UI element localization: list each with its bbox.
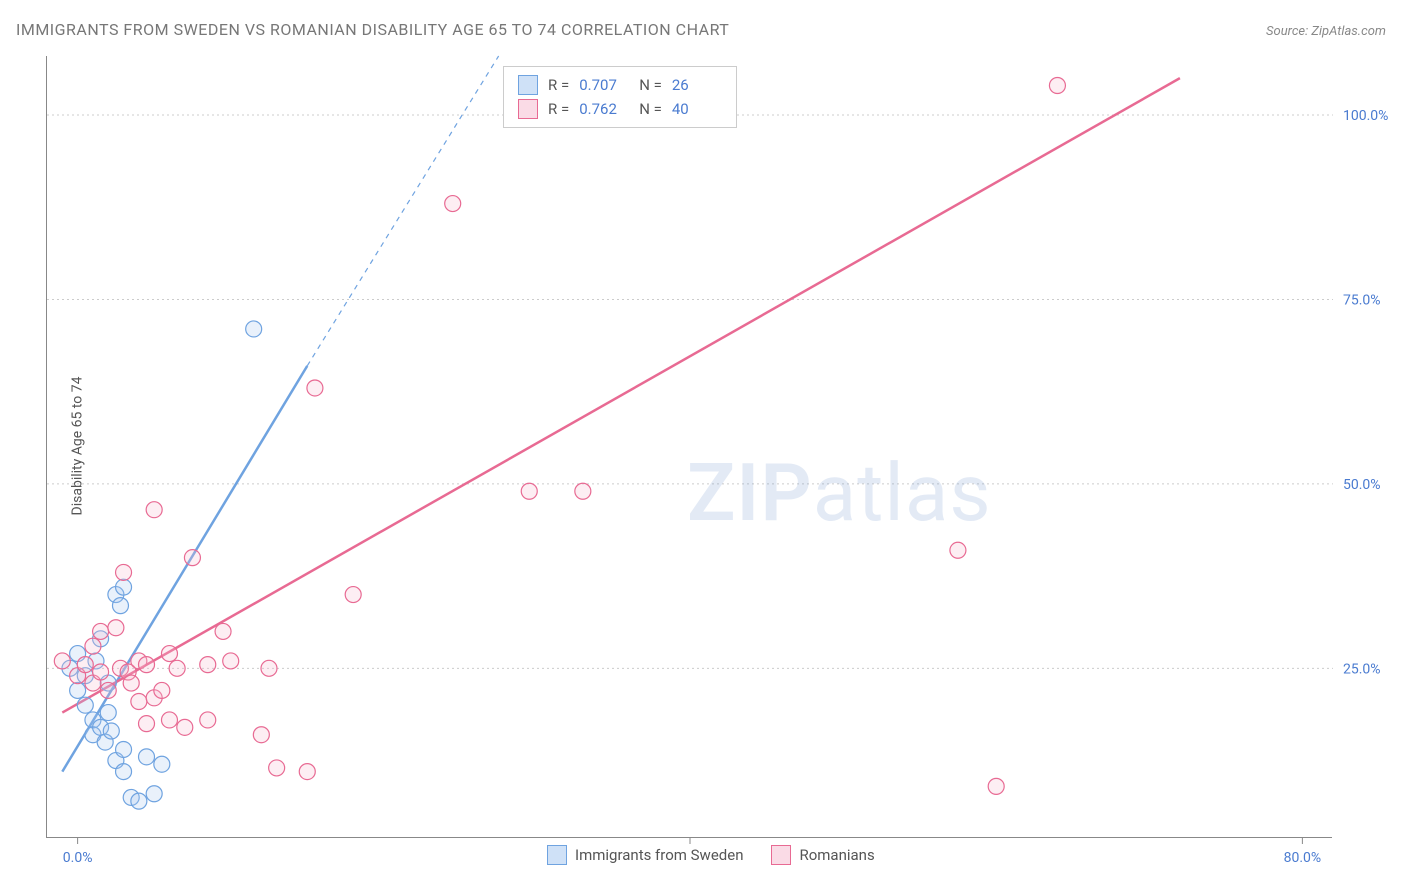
- marker-romanians: [184, 550, 200, 566]
- marker-romanians: [123, 675, 139, 691]
- marker-romanians: [445, 196, 461, 212]
- marker-sweden: [100, 705, 116, 721]
- regression-line-dashed-sweden: [307, 56, 498, 366]
- legend-r-label: R =: [548, 73, 569, 97]
- series-legend: Immigrants from Sweden Romanians: [547, 845, 875, 865]
- marker-romanians: [139, 657, 155, 673]
- marker-romanians: [131, 694, 147, 710]
- marker-romanians: [54, 653, 70, 669]
- x-tick-label: 80.0%: [1284, 850, 1322, 866]
- marker-romanians: [93, 664, 109, 680]
- y-tick-label: 25.0%: [1343, 661, 1381, 677]
- marker-sweden: [154, 756, 170, 772]
- chart-title: IMMIGRANTS FROM SWEDEN VS ROMANIAN DISAB…: [16, 20, 729, 39]
- marker-romanians: [253, 727, 269, 743]
- marker-sweden: [146, 786, 162, 802]
- marker-romanians: [108, 620, 124, 636]
- regression-line-sweden: [62, 366, 307, 772]
- source-attribution: Source: ZipAtlas.com: [1266, 24, 1386, 39]
- marker-sweden: [246, 321, 262, 337]
- marker-sweden: [131, 793, 147, 809]
- series-legend-label: Immigrants from Sweden: [575, 846, 743, 864]
- marker-sweden: [139, 749, 155, 765]
- regression-line-romanians: [62, 78, 1180, 712]
- marker-romanians: [77, 657, 93, 673]
- marker-sweden: [112, 598, 128, 614]
- marker-romanians: [223, 653, 239, 669]
- legend-r-label: R =: [548, 97, 569, 121]
- marker-romanians: [85, 638, 101, 654]
- legend-swatch: [547, 845, 567, 865]
- legend-n-label: N =: [639, 73, 662, 97]
- marker-romanians: [146, 502, 162, 518]
- marker-romanians: [161, 646, 177, 662]
- x-tick-label: 0.0%: [63, 850, 93, 866]
- correlation-legend: R = 0.707 N = 26 R = 0.762 N = 40: [503, 66, 737, 128]
- legend-n-label: N =: [639, 97, 662, 121]
- legend-row-sweden: R = 0.707 N = 26: [518, 73, 722, 97]
- series-legend-label: Romanians: [799, 846, 874, 864]
- series-legend-item-sweden: Immigrants from Sweden: [547, 845, 743, 865]
- marker-romanians: [1049, 78, 1065, 94]
- y-tick-label: 100.0%: [1343, 108, 1388, 124]
- legend-r-value: 0.762: [579, 97, 629, 121]
- marker-romanians: [200, 657, 216, 673]
- marker-romanians: [345, 587, 361, 603]
- marker-romanians: [299, 764, 315, 780]
- y-tick-label: 50.0%: [1343, 477, 1381, 493]
- marker-romanians: [215, 623, 231, 639]
- marker-romanians: [575, 483, 591, 499]
- marker-sweden: [103, 723, 119, 739]
- legend-n-value: 26: [672, 73, 722, 97]
- scatter-svg: 25.0%50.0%75.0%100.0%0.0%80.0%: [47, 56, 1332, 837]
- legend-swatch: [771, 845, 791, 865]
- series-legend-item-romanians: Romanians: [771, 845, 874, 865]
- legend-row-romanians: R = 0.762 N = 40: [518, 97, 722, 121]
- marker-romanians: [93, 623, 109, 639]
- legend-swatch: [518, 75, 538, 95]
- marker-romanians: [200, 712, 216, 728]
- marker-romanians: [100, 682, 116, 698]
- marker-sweden: [116, 579, 132, 595]
- legend-n-value: 40: [672, 97, 722, 121]
- legend-swatch: [518, 99, 538, 119]
- title-bar: IMMIGRANTS FROM SWEDEN VS ROMANIAN DISAB…: [16, 20, 1386, 39]
- marker-romanians: [161, 712, 177, 728]
- marker-romanians: [307, 380, 323, 396]
- marker-romanians: [988, 778, 1004, 794]
- marker-sweden: [70, 682, 86, 698]
- marker-romanians: [116, 564, 132, 580]
- marker-sweden: [116, 764, 132, 780]
- marker-romanians: [169, 660, 185, 676]
- marker-romanians: [154, 682, 170, 698]
- marker-sweden: [116, 741, 132, 757]
- marker-romanians: [139, 716, 155, 732]
- legend-r-value: 0.707: [579, 73, 629, 97]
- marker-romanians: [261, 660, 277, 676]
- y-tick-label: 75.0%: [1343, 292, 1381, 308]
- marker-romanians: [269, 760, 285, 776]
- marker-romanians: [521, 483, 537, 499]
- plot-area: 25.0%50.0%75.0%100.0%0.0%80.0% ZIPatlas …: [46, 56, 1332, 838]
- marker-romanians: [177, 719, 193, 735]
- marker-sweden: [77, 697, 93, 713]
- marker-romanians: [950, 542, 966, 558]
